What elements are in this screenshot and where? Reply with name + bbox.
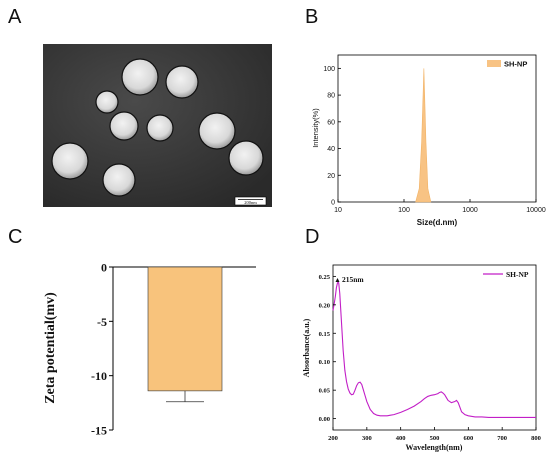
chart-c-y-ticks: 0 -5 -10 -15 (91, 261, 113, 438)
scale-bar-label: 200nm (244, 200, 257, 205)
panel-label-c: C (8, 226, 23, 248)
chart-c-y-tick-2: -10 (91, 369, 107, 383)
legend-b-swatch (487, 60, 501, 67)
chart-d-x-tick-4: 600 (463, 435, 473, 442)
chart-d-x-tick-0: 200 (328, 435, 338, 442)
chart-d-y-tick-2: 0.10 (319, 359, 330, 366)
legend-d-label: SH-NP (506, 270, 529, 279)
nanoparticle-5 (146, 114, 174, 142)
chart-d-y-tick-0: 0.00 (319, 416, 330, 423)
chart-d-y-tick-4: 0.20 (319, 302, 330, 309)
chart-d-y-tick-1: 0.05 (319, 388, 331, 395)
scale-bar (234, 196, 267, 206)
chart-b-x-tick-2: 1000 (462, 207, 478, 214)
chart-d-x-tick-1: 300 (362, 435, 372, 442)
nanoparticle-group (51, 58, 264, 197)
series-sh-np-line (332, 280, 536, 419)
panel-label-b: B (305, 6, 319, 28)
chart-b-x-tick-1: 100 (398, 207, 410, 214)
chart-d-x-label: Wavelength(nm) (406, 443, 463, 452)
chart-b-y-label: Intensity(%) (311, 108, 320, 148)
chart-d-x-ticks: 200 300 400 500 600 700 800 (328, 427, 541, 442)
chart-b-y-tick-2: 40 (327, 146, 335, 153)
chart-d-y-ticks: 0.00 0.05 0.10 0.15 0.20 0.25 (319, 274, 336, 423)
nanoparticle-7 (51, 142, 89, 180)
panel-label-d: D (305, 226, 320, 248)
nanoparticle-9 (102, 163, 136, 197)
chart-b-y-tick-3: 60 (327, 119, 335, 126)
chart-b-x-tick-0: 10 (334, 207, 342, 214)
bar-zeta-potential (147, 266, 223, 392)
chart-d-frame (332, 264, 537, 431)
chart-c-y-tick-0: 0 (101, 261, 107, 275)
chart-b-y-tick-1: 20 (327, 173, 335, 180)
chart-b-y-tick-4: 80 (327, 93, 335, 100)
chart-b: 10 100 1000 10000 0 20 40 60 80 100 Size(d.nm) I… (311, 54, 546, 227)
chart-b-x-tick-3: 10000 (526, 207, 546, 214)
panel-label-a: A (8, 6, 22, 28)
chart-d-x-tick-3: 500 (430, 435, 440, 442)
chart-b-x-ticks: 10 100 1000 10000 (334, 199, 546, 214)
nanoparticle-1 (121, 58, 159, 96)
nanoparticle-6 (198, 112, 236, 150)
chart-c: 0 -5 -10 -15 Zeta potential(mv) (43, 261, 256, 438)
chart-c-y-tick-1: -5 (97, 315, 107, 329)
nanoparticle-2 (165, 65, 199, 99)
chart-c-y-tick-3: -15 (91, 424, 107, 438)
chart-b-x-label: Size(d.nm) (417, 218, 458, 227)
nanoparticle-3 (95, 90, 119, 114)
tem-image: 200nm (43, 44, 272, 207)
chart-c-y-label: Zeta potential(mv) (43, 292, 58, 404)
series-sh-np-area (415, 68, 432, 203)
peak-annotation: 215nm (342, 275, 364, 284)
legend-b-label: SH-NP (504, 60, 527, 69)
chart-b-y-tick-0: 0 (331, 200, 335, 207)
nanoparticle-8 (228, 140, 264, 176)
chart-d-y-tick-5: 0.25 (319, 274, 331, 281)
chart-d-x-tick-5: 700 (497, 435, 507, 442)
peak-marker (335, 278, 340, 282)
chart-b-frame (337, 54, 537, 203)
chart-b-y-ticks: 0 20 40 60 80 100 (323, 66, 341, 207)
nanoparticle-4 (109, 111, 139, 141)
chart-d: 200 300 400 500 600 700 800 0.000.050.100.150.… (302, 264, 541, 452)
chart-d-y-tick-3: 0.15 (319, 331, 331, 338)
chart-d-x-tick-2: 400 (396, 435, 406, 442)
chart-b-y-tick-5: 100 (323, 66, 335, 73)
chart-d-y-label: Absorbance(a.u.) (302, 318, 311, 377)
chart-d-x-tick-6: 800 (531, 435, 541, 442)
